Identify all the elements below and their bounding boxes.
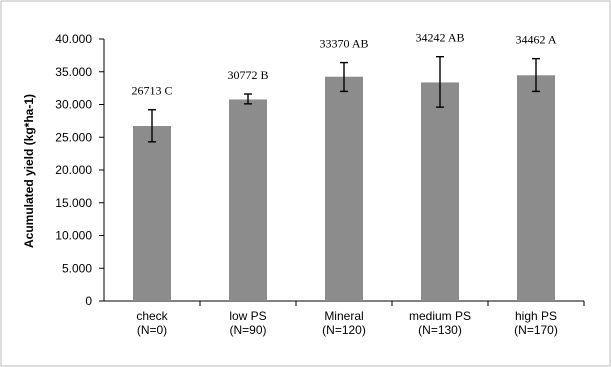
data-label: 34242 AB (415, 31, 464, 45)
x-category-sublabel: (N=120) (322, 323, 366, 337)
x-category-label: high PS (515, 309, 557, 323)
x-category-sublabel: (N=90) (229, 323, 266, 337)
data-label: 26713 C (131, 84, 172, 98)
data-labels-group: 26713 C 30772 B 33370 AB 34242 AB 34462 A (131, 31, 556, 98)
y-axis-label: Acumulated yield (kg*ha-1) (22, 94, 36, 248)
x-category-label: low PS (229, 309, 266, 323)
y-tick-label: 10.000 (55, 229, 92, 243)
y-tick-label: 25.000 (55, 130, 92, 144)
data-label: 33370 AB (319, 37, 368, 51)
bar (517, 75, 555, 302)
error-bars-group (148, 55, 540, 143)
x-axis-categories: check(N=0) low PS(N=90) Mineral(N=120) medi… (136, 301, 585, 337)
x-category-label: medium PS (409, 309, 471, 323)
x-category-label: Mineral (324, 309, 363, 323)
x-category-label: check (136, 309, 168, 323)
bar (229, 99, 267, 302)
bar (421, 82, 459, 301)
y-tick-label: 15.000 (55, 196, 92, 210)
y-tick-label: 5.000 (62, 261, 92, 275)
data-label: 30772 B (227, 68, 268, 82)
bar (133, 126, 171, 301)
y-tick-label: 35.000 (55, 65, 92, 79)
x-category-sublabel: (N=0) (137, 323, 167, 337)
x-category-sublabel: (N=130) (418, 323, 462, 337)
y-tick-label: 40.000 (55, 32, 92, 46)
bar (325, 76, 363, 301)
x-category-sublabel: (N=170) (514, 323, 558, 337)
y-axis-ticks: 0 5.000 10.000 15.000 20.000 25.000 30.000 35.0… (55, 32, 104, 308)
bars-group (133, 75, 555, 302)
y-tick-label: 20.000 (55, 163, 92, 177)
y-tick-label: 30.000 (55, 98, 92, 112)
y-tick-label: 0 (85, 294, 92, 308)
data-label: 34462 A (515, 33, 556, 47)
